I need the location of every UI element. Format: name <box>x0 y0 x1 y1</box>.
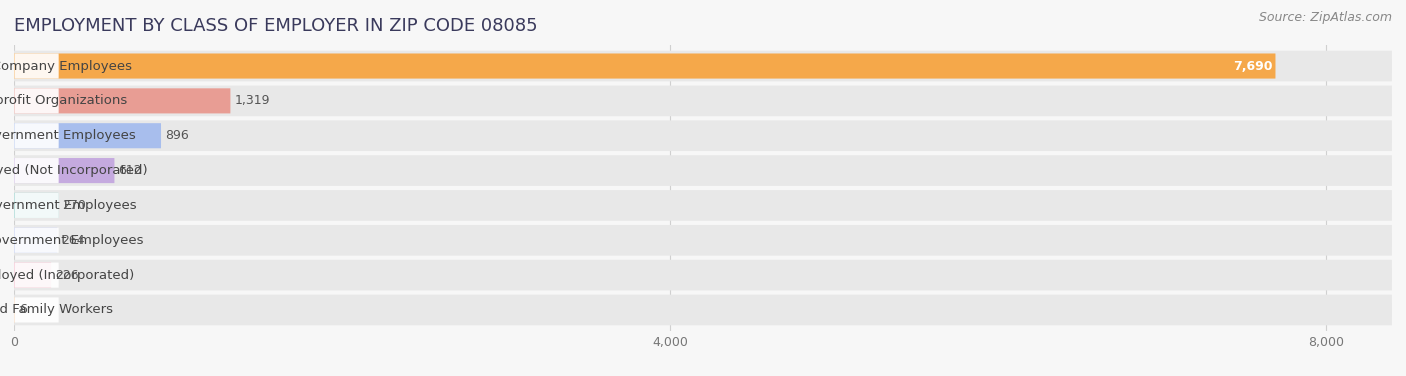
FancyBboxPatch shape <box>14 120 1392 151</box>
Text: Not-for-profit Organizations: Not-for-profit Organizations <box>0 94 128 108</box>
Text: 1,319: 1,319 <box>235 94 270 108</box>
Text: 7,690: 7,690 <box>1233 59 1272 73</box>
Text: Federal Government Employees: Federal Government Employees <box>0 234 143 247</box>
Text: 270: 270 <box>62 199 86 212</box>
FancyBboxPatch shape <box>14 123 162 148</box>
FancyBboxPatch shape <box>14 193 59 218</box>
FancyBboxPatch shape <box>14 86 1392 116</box>
FancyBboxPatch shape <box>14 88 59 114</box>
FancyBboxPatch shape <box>14 88 231 114</box>
FancyBboxPatch shape <box>14 158 114 183</box>
FancyBboxPatch shape <box>14 228 58 253</box>
FancyBboxPatch shape <box>14 225 1392 256</box>
FancyBboxPatch shape <box>14 190 1392 221</box>
FancyBboxPatch shape <box>14 228 59 253</box>
Text: 6: 6 <box>20 303 27 317</box>
FancyBboxPatch shape <box>14 155 1392 186</box>
Text: 226: 226 <box>55 268 79 282</box>
Text: Private Company Employees: Private Company Employees <box>0 59 132 73</box>
Text: Unpaid Family Workers: Unpaid Family Workers <box>0 303 112 317</box>
Text: State Government Employees: State Government Employees <box>0 199 136 212</box>
FancyBboxPatch shape <box>14 51 1392 81</box>
Text: 896: 896 <box>165 129 188 142</box>
FancyBboxPatch shape <box>14 260 1392 290</box>
Text: 612: 612 <box>118 164 142 177</box>
FancyBboxPatch shape <box>14 123 59 148</box>
FancyBboxPatch shape <box>14 53 59 79</box>
FancyBboxPatch shape <box>14 295 1392 325</box>
Text: Local Government Employees: Local Government Employees <box>0 129 136 142</box>
Text: EMPLOYMENT BY CLASS OF EMPLOYER IN ZIP CODE 08085: EMPLOYMENT BY CLASS OF EMPLOYER IN ZIP C… <box>14 17 537 35</box>
Text: Self-Employed (Incorporated): Self-Employed (Incorporated) <box>0 268 134 282</box>
FancyBboxPatch shape <box>14 193 59 218</box>
FancyBboxPatch shape <box>14 53 1275 79</box>
FancyBboxPatch shape <box>14 297 59 323</box>
FancyBboxPatch shape <box>14 262 51 288</box>
FancyBboxPatch shape <box>14 158 59 183</box>
Text: Source: ZipAtlas.com: Source: ZipAtlas.com <box>1258 11 1392 24</box>
Text: 264: 264 <box>62 234 86 247</box>
FancyBboxPatch shape <box>14 262 59 288</box>
Text: Self-Employed (Not Incorporated): Self-Employed (Not Incorporated) <box>0 164 148 177</box>
